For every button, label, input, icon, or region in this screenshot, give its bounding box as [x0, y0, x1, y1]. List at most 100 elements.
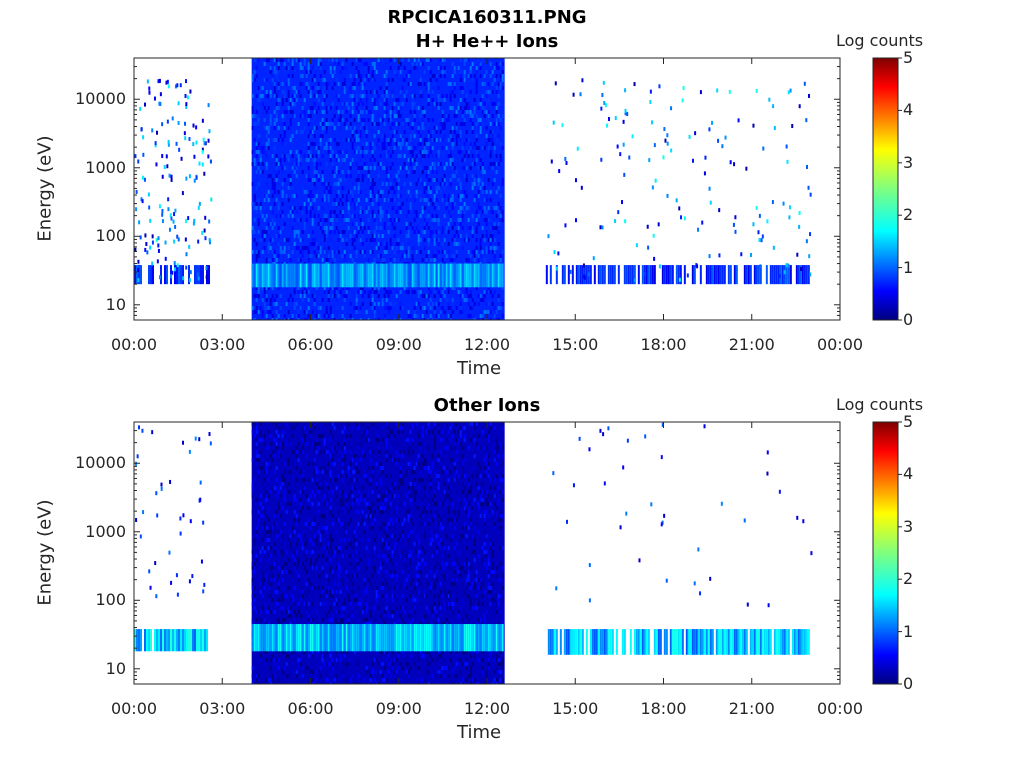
- panel1-segment-0-dot: [155, 238, 158, 243]
- panel1-segment-1-cell: [257, 86, 260, 90]
- panel1-segment-2-dot: [622, 119, 625, 124]
- panel1-segment-1-band-cell: [447, 263, 450, 288]
- panel2-segment-1-cell: [261, 526, 264, 530]
- panel1-segment-1-cell: [395, 74, 398, 78]
- panel1-segment-1-cell: [351, 110, 354, 114]
- panel1-segment-1-cell: [473, 142, 476, 146]
- panel1-segment-1-cell: [377, 210, 380, 214]
- panel1-segment-1-cell: [419, 62, 422, 66]
- panel1-segment-1-cell: [399, 142, 402, 146]
- panel1-segment-1-band-cell: [429, 263, 432, 288]
- panel2-segment-1-cell: [267, 610, 270, 614]
- panel2-segment-1-cell: [353, 530, 356, 534]
- panel2-segment-1-cell: [277, 678, 280, 682]
- panel1-segment-1-cell: [485, 210, 488, 214]
- panel1-segment-1-cell: [457, 178, 460, 182]
- panel2-segment-1-cell: [305, 622, 308, 626]
- panel2-segment-1-cell: [357, 494, 360, 498]
- panel1-segment-1-cell: [277, 314, 280, 318]
- panel1-segment-1-cell: [469, 314, 472, 318]
- panel1-segment-1-cell: [383, 74, 386, 78]
- panel1-segment-1-cell: [427, 130, 430, 134]
- panel2-segment-1-cell: [321, 554, 324, 558]
- panel1-segment-0-dot: [176, 234, 179, 239]
- panel2-segment-1-cell: [351, 450, 354, 454]
- panel2-segment-1-cell: [339, 474, 342, 478]
- panel1-segment-2-band-cell: [807, 265, 810, 285]
- panel1-segment-2-dot: [557, 251, 560, 256]
- panel1-segment-1-cell: [335, 202, 338, 206]
- panel2-segment-1-cell: [329, 558, 332, 562]
- panel2-segment-1-cell: [287, 558, 290, 562]
- panel1-segment-1-cell: [501, 178, 504, 182]
- panel1-segment-1-cell: [329, 158, 332, 162]
- panel1-segment-1-cell: [439, 298, 442, 302]
- panel1-segment-1-cell: [349, 258, 352, 262]
- panel2-segment-1-cell: [341, 602, 344, 606]
- panel2-segment-1-cell: [273, 530, 276, 534]
- panel1-segment-2-dot: [728, 89, 731, 94]
- panel2-segment-1-cell: [355, 558, 358, 562]
- panel2-segment-1-cell: [311, 610, 314, 614]
- panel1-segment-1-cell: [255, 178, 258, 182]
- panel1-segment-1-cell: [333, 174, 336, 178]
- panel1-segment-1-cell: [475, 82, 478, 86]
- panel1-segment-1-cell: [303, 102, 306, 106]
- panel2-segment-1-cell: [347, 422, 350, 426]
- panel1-segment-1-cell: [271, 238, 274, 242]
- panel1-segment-1-cell: [377, 290, 380, 294]
- panel1-segment-1-cell: [395, 114, 398, 118]
- panel1-segment-1-cell: [433, 166, 436, 170]
- panel2-segment-1-cell: [285, 662, 288, 666]
- panel2-segment-1-cell: [283, 522, 286, 526]
- panel1-segment-1-cell: [323, 286, 326, 290]
- panel2-segment-1-cell: [255, 426, 258, 430]
- panel1-segment-1-cell: [477, 206, 480, 210]
- panel1-segment-1-cell: [383, 258, 386, 262]
- panel1-segment-1-cell: [275, 94, 278, 98]
- panel1-segment-2-band-cell: [771, 265, 774, 285]
- panel1-segment-1-cell: [407, 242, 410, 246]
- panel1-segment-1-cell: [313, 178, 316, 182]
- panel1-segment-1-cell: [317, 154, 320, 158]
- panel2-segment-1-cell: [349, 602, 352, 606]
- panel1-segment-1-cell: [447, 294, 450, 298]
- panel2-segment-1-cell: [309, 518, 312, 522]
- panel1-segment-1-cell: [369, 302, 372, 306]
- panel1-segment-0-dot: [138, 264, 141, 269]
- panel1-segment-1-cell: [467, 258, 470, 262]
- panel1-segment-1-band-cell: [453, 263, 456, 288]
- panel1-segment-1-cell: [419, 94, 422, 98]
- panel1-segment-1-cell: [455, 170, 458, 174]
- panel1-segment-1-cell: [447, 82, 450, 86]
- panel2-segment-1-cell: [355, 422, 358, 426]
- panel1-segment-1-cell: [401, 254, 404, 258]
- panel2-segment-1-cell: [253, 434, 256, 438]
- panel2-segment-1-cell: [297, 562, 300, 566]
- panel1-segment-1-cell: [279, 198, 282, 202]
- panel2-segment-1-cell: [339, 498, 342, 502]
- panel1-segment-1-cell: [283, 318, 286, 320]
- panel1-segment-1-cell: [443, 230, 446, 234]
- panel2-segment-1-cell: [285, 654, 288, 658]
- panel2-segment-1-cell: [357, 602, 360, 606]
- panel1-segment-1-cell: [351, 238, 354, 242]
- panel1-segment-1-cell: [331, 306, 334, 310]
- panel2-segment-1-cell: [275, 430, 278, 434]
- panel1-segment-1-cell: [281, 226, 284, 230]
- panel1-segment-1-cell: [337, 202, 340, 206]
- panel1-segment-1-cell: [495, 66, 498, 70]
- panel1-segment-1-cell: [303, 294, 306, 298]
- panel1-segment-1-cell: [369, 238, 372, 242]
- panel2-segment-1-cell: [255, 526, 258, 530]
- panel1-segment-2-band-cell: [601, 265, 604, 285]
- panel1-segment-2-dot: [583, 274, 586, 279]
- panel1-segment-1-cell: [363, 226, 366, 230]
- panel2-segment-1-cell: [359, 498, 362, 502]
- panel1-segment-1-cell: [439, 306, 442, 310]
- panel1-segment-1-band-cell: [405, 263, 408, 288]
- panel1-segment-2-dot: [587, 272, 590, 277]
- panel2-segment-1-cell: [299, 450, 302, 454]
- panel1-segment-1-cell: [383, 306, 386, 310]
- panel1-segment-1-cell: [307, 114, 310, 118]
